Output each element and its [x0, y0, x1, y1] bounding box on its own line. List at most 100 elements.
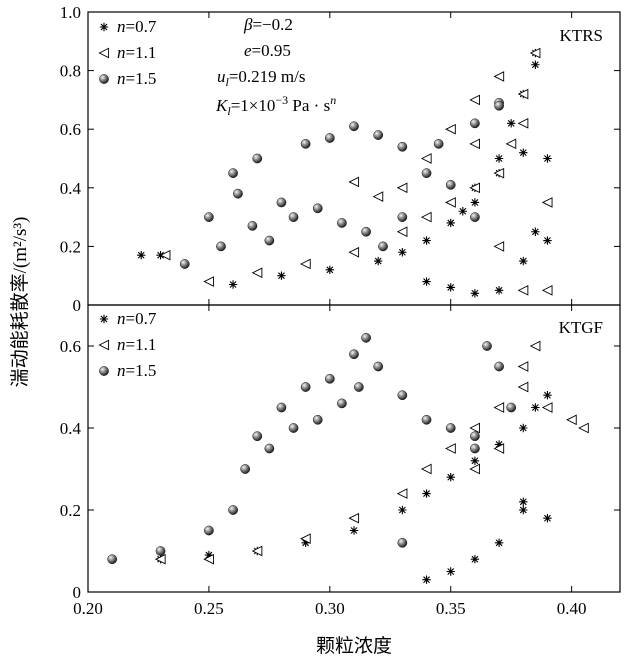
data-point-sphere: [228, 505, 238, 515]
data-point-triangle-left: [300, 258, 311, 270]
data-point-sphere: [264, 443, 275, 454]
data-point-asterisk: [494, 286, 504, 295]
data-point-asterisk: [349, 526, 359, 535]
data-point-asterisk: [470, 198, 480, 207]
data-point-asterisk: [543, 154, 552, 163]
data-point-sphere: [216, 241, 226, 252]
data-point-asterisk: [494, 538, 504, 547]
data-point-asterisk: [422, 575, 431, 584]
data-point-triangle-left: [493, 71, 505, 82]
y-tick-label: 0: [73, 583, 82, 602]
y-axis-title: 湍动能耗散率/(m²/s³): [9, 217, 31, 388]
data-point-asterisk: [470, 289, 480, 298]
data-point-sphere: [506, 402, 517, 413]
legend-marker: [98, 47, 110, 59]
data-point-sphere: [204, 525, 214, 536]
beta-annotation: β=−0.2: [243, 15, 293, 34]
data-point-triangle-left: [529, 340, 541, 352]
legend-marker: [99, 366, 109, 376]
x-tick-label: 0.25: [194, 599, 224, 618]
data-point-triangle-left: [517, 118, 529, 129]
legend-label: n=0.7: [117, 17, 157, 36]
data-point-triangle-left: [541, 197, 553, 208]
data-point-asterisk: [228, 280, 238, 289]
bottom-panel-label: KTGF: [559, 318, 603, 337]
data-point-asterisk: [543, 514, 552, 523]
data-point-asterisk: [470, 456, 480, 465]
data-point-asterisk: [531, 403, 540, 412]
data-point-triangle-left: [445, 197, 456, 208]
data-point-triangle-left: [469, 138, 480, 150]
y-tick-label: 1.0: [60, 3, 81, 22]
bottom-plot-frame: [87, 304, 621, 593]
data-point-sphere: [421, 414, 432, 425]
data-point-asterisk: [519, 505, 528, 515]
kl-annotation: Kl=1×10−3 Pa · sn: [215, 93, 336, 118]
data-point-asterisk: [531, 227, 540, 236]
ul-annotation: ul=0.219 m/s: [217, 67, 306, 89]
legend-label: n=1.1: [117, 43, 156, 62]
data-point-asterisk: [422, 489, 431, 498]
data-point-asterisk: [494, 440, 504, 449]
data-point-triangle-left: [445, 123, 456, 135]
data-point-triangle-left: [348, 512, 360, 524]
data-point-asterisk: [373, 256, 383, 266]
data-point-sphere: [324, 373, 335, 384]
data-point-triangle-left: [396, 226, 408, 238]
data-point-asterisk: [422, 277, 431, 286]
x-tick-label: 0.20: [73, 599, 103, 618]
data-point-triangle-left: [348, 246, 360, 258]
legend-marker: [99, 314, 109, 324]
data-point-sphere: [155, 546, 166, 556]
data-point-triangle-left: [517, 361, 529, 372]
data-point-triangle-left: [396, 182, 408, 194]
data-point-triangle-left: [203, 553, 214, 565]
data-point-sphere: [445, 423, 456, 433]
parameter-annotations: β=−0.2 e=0.95 ul=0.219 m/s Kl=1×10−3 Pa …: [215, 15, 336, 118]
data-point-sphere: [264, 235, 275, 246]
data-point-triangle-left: [578, 422, 589, 434]
data-point-sphere: [337, 398, 347, 409]
data-point-triangle-left: [505, 138, 517, 150]
data-point-sphere: [204, 212, 214, 222]
data-point-sphere: [337, 218, 347, 228]
data-point-sphere: [482, 341, 492, 351]
data-point-asterisk: [519, 148, 528, 157]
data-point-triangle-left: [541, 285, 553, 296]
data-point-triangle-left: [529, 47, 541, 59]
data-point-sphere: [300, 139, 311, 149]
data-point-triangle-left: [300, 533, 311, 545]
data-point-asterisk: [519, 256, 528, 266]
legend-marker: [99, 22, 109, 32]
top-data-points: [137, 47, 553, 298]
data-point-sphere: [353, 382, 364, 392]
data-point-triangle-left: [154, 553, 166, 565]
legend-marker: [99, 74, 109, 84]
data-point-sphere: [288, 423, 299, 433]
data-point-asterisk: [519, 423, 528, 433]
data-point-triangle-left: [420, 463, 432, 475]
data-point-sphere: [433, 139, 444, 149]
y-tick-label: 0.4: [60, 419, 82, 438]
data-point-asterisk: [494, 154, 504, 163]
data-point-sphere: [494, 100, 504, 111]
legend-label: n=1.5: [117, 361, 156, 380]
data-point-asterisk: [301, 538, 310, 547]
data-point-triangle-left: [493, 241, 505, 252]
data-point-asterisk: [422, 236, 431, 245]
data-point-sphere: [470, 443, 480, 454]
y-tick-label: 0.6: [60, 337, 81, 356]
data-point-sphere: [252, 431, 263, 442]
data-point-asterisk: [398, 248, 407, 257]
x-tick-label: 0.30: [315, 599, 345, 618]
data-point-sphere: [179, 259, 190, 269]
legend-label: n=0.7: [117, 309, 157, 328]
x-axis-title: 颗粒浓度: [316, 635, 392, 657]
data-point-triangle-left: [372, 191, 384, 202]
data-point-asterisk: [325, 265, 335, 275]
data-point-triangle-left: [493, 443, 505, 454]
data-point-sphere: [276, 402, 287, 413]
data-point-triangle-left: [517, 285, 529, 296]
data-point-sphere: [107, 554, 118, 565]
data-point-triangle-left: [348, 176, 360, 188]
